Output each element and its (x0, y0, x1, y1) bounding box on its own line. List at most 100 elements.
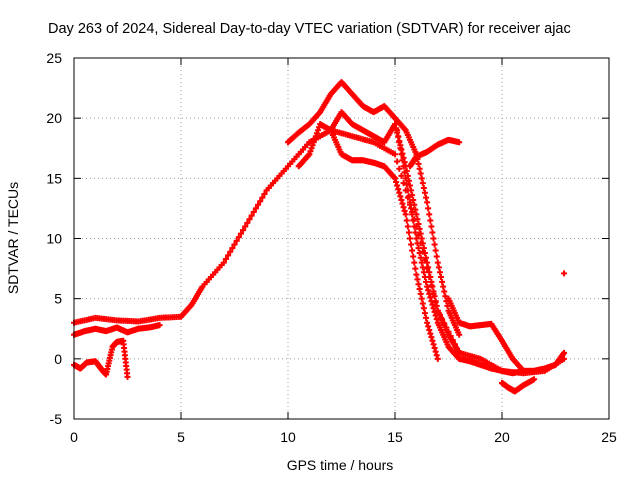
data-point (402, 211, 409, 218)
data-point (418, 175, 425, 182)
data-point (438, 274, 445, 281)
data-point (414, 276, 421, 283)
data-point (414, 216, 421, 223)
data-point (430, 288, 437, 295)
data-point (424, 283, 431, 290)
data-point (456, 349, 463, 356)
data-point (426, 269, 433, 276)
y-tick-label: 0 (54, 351, 62, 367)
data-point (220, 259, 227, 266)
data-point (222, 255, 229, 262)
data-point (431, 308, 438, 315)
data-point (520, 367, 527, 374)
data-point (401, 207, 408, 214)
data-point (430, 305, 437, 312)
data-point (417, 230, 424, 237)
data-point (419, 300, 426, 307)
data-point (430, 235, 437, 242)
data-point (561, 349, 568, 356)
data-point (124, 373, 131, 380)
data-point (429, 337, 436, 344)
data-point (423, 278, 430, 285)
data-point (416, 225, 423, 232)
data-point (434, 355, 441, 362)
data-point (250, 209, 257, 216)
data-point (396, 165, 403, 172)
data-point (393, 178, 400, 185)
data-point (410, 217, 417, 224)
data-point (229, 245, 236, 252)
y-tick-label: 5 (54, 291, 62, 307)
data-point (442, 293, 449, 300)
data-point (419, 180, 426, 187)
y-tick-label: -5 (50, 411, 63, 427)
data-point (420, 305, 427, 312)
data-point (406, 182, 413, 189)
x-tick-label: 5 (177, 429, 185, 445)
data-point (406, 235, 413, 242)
data-point (426, 290, 433, 297)
data-point (400, 204, 407, 211)
y-tick-label: 15 (46, 170, 62, 186)
data-point (418, 295, 425, 302)
data-point (430, 341, 437, 348)
data-point (235, 234, 242, 241)
data-point (397, 145, 404, 152)
data-point (433, 302, 440, 309)
data-point (240, 227, 247, 234)
data-point (426, 211, 433, 218)
data-point (419, 264, 426, 271)
data-point (423, 254, 430, 261)
data-point (427, 294, 434, 301)
data-point (456, 331, 463, 338)
data-point (429, 301, 436, 308)
data-point (413, 235, 420, 242)
data-point (403, 217, 410, 224)
data-point (421, 274, 428, 281)
data-point (237, 230, 244, 237)
data-point (439, 278, 446, 285)
x-tick-label: 20 (494, 429, 510, 445)
data-point (411, 223, 418, 230)
data-point (418, 259, 425, 266)
data-point (408, 205, 415, 212)
data-point (432, 348, 439, 355)
data-point (421, 310, 428, 317)
data-point (409, 211, 416, 218)
data-point (308, 145, 315, 152)
data-point (409, 247, 416, 254)
data-point (261, 190, 268, 197)
data-point (412, 206, 419, 213)
data-point (421, 189, 428, 196)
data-point (394, 182, 401, 189)
data-point (440, 283, 447, 290)
data-point (399, 157, 406, 164)
data-point (404, 187, 411, 194)
data-point (427, 330, 434, 337)
x-axis-label: GPS time / hours (287, 457, 394, 473)
x-tick-label: 25 (601, 429, 617, 445)
data-point (432, 312, 439, 319)
data-point (433, 253, 440, 260)
data-point (429, 283, 436, 290)
data-point (392, 151, 398, 158)
data-point (394, 158, 401, 165)
data-point (399, 200, 406, 207)
data-point (456, 139, 463, 146)
data-point (411, 259, 418, 266)
data-point (248, 212, 255, 219)
data-point (404, 223, 411, 230)
data-point (428, 298, 435, 305)
data-point (415, 245, 422, 252)
data-point (431, 345, 438, 352)
data-point (412, 229, 419, 236)
data-point (427, 217, 434, 224)
data-point (434, 259, 441, 266)
data-point (423, 194, 430, 201)
y-axis-label: SDTVAR / TECUs (5, 182, 21, 294)
data-point (244, 219, 251, 226)
data-point (420, 245, 427, 252)
data-point (426, 326, 433, 333)
